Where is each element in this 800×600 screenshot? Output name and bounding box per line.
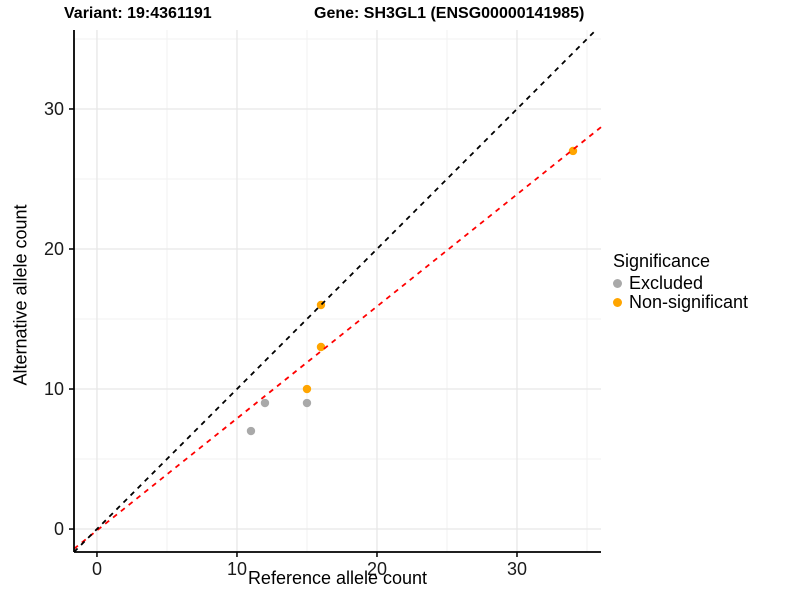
identity-line bbox=[73, 29, 597, 553]
legend-item-label: Excluded bbox=[629, 273, 704, 293]
excluded-dot-icon bbox=[613, 279, 622, 288]
data-point bbox=[260, 398, 270, 408]
non-significant-dot-icon bbox=[613, 298, 622, 307]
x-tick-label: 20 bbox=[367, 559, 387, 579]
y-tick-label: 10 bbox=[44, 379, 64, 399]
data-point bbox=[302, 398, 312, 408]
y-tick-label: 20 bbox=[44, 239, 64, 259]
y-tick-label: 30 bbox=[44, 99, 64, 119]
legend-item-non-significant: Non-significant bbox=[613, 293, 748, 312]
variant-title: Variant: 19:4361191 bbox=[64, 5, 212, 22]
data-point bbox=[246, 426, 256, 436]
legend: Significance Excluded Non-significant bbox=[613, 252, 748, 312]
gene-title: Gene: SH3GL1 (ENSG00000141985) bbox=[314, 5, 585, 22]
x-axis-label: Reference allele count bbox=[247, 568, 428, 588]
fit-line bbox=[73, 126, 602, 550]
legend-title: Significance bbox=[613, 251, 711, 271]
x-tick-label: 10 bbox=[227, 559, 247, 579]
x-tick-label: 30 bbox=[507, 559, 527, 579]
x-tick-label: 0 bbox=[92, 559, 102, 579]
legend-item-label: Non-significant bbox=[629, 292, 749, 312]
y-tick-label: 0 bbox=[54, 519, 64, 539]
data-point bbox=[302, 384, 312, 394]
data-point bbox=[316, 342, 326, 352]
legend-item-excluded: Excluded bbox=[613, 274, 748, 293]
